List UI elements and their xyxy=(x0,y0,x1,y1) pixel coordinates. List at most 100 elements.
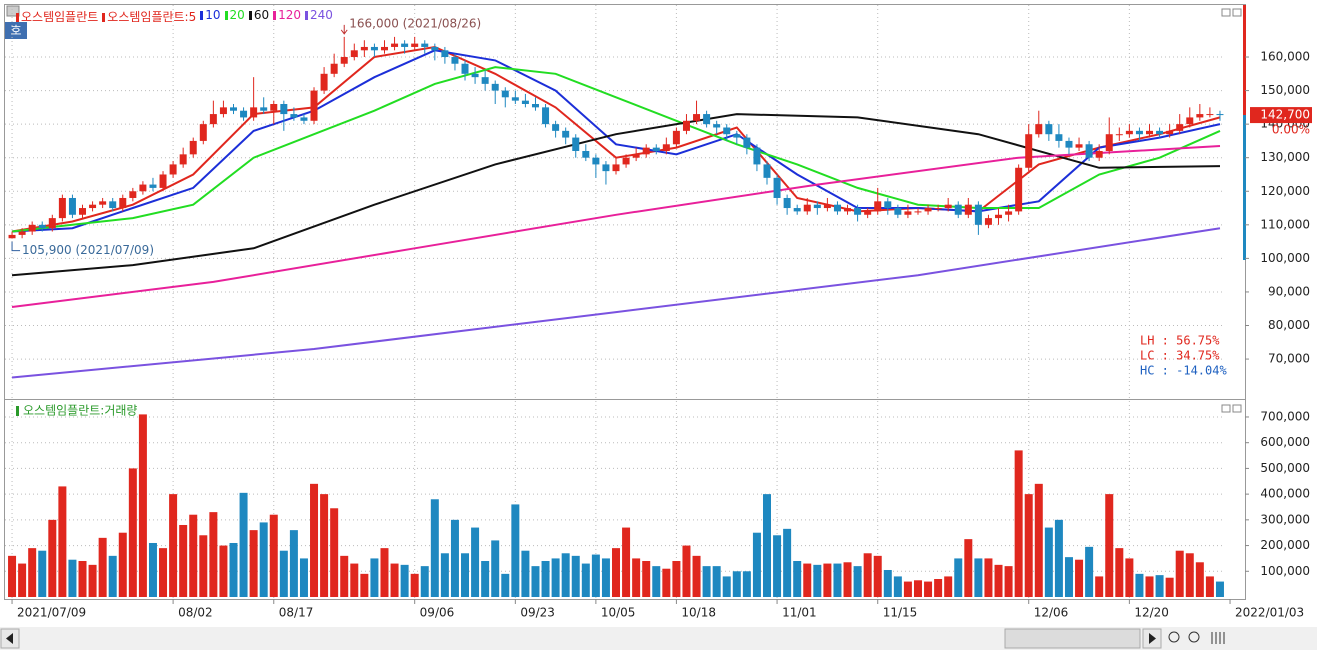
candle-body xyxy=(904,211,912,215)
candle-body xyxy=(995,214,1003,219)
volume-bar xyxy=(350,563,359,597)
stat-line: HC : -14.04% xyxy=(1140,364,1227,378)
candle-body xyxy=(1156,130,1164,135)
volume-bar xyxy=(893,576,902,597)
volume-bar xyxy=(68,559,77,597)
volume-bar xyxy=(853,566,862,597)
candle-body xyxy=(260,107,268,111)
candle-body xyxy=(713,124,721,128)
zoom-in[interactable] xyxy=(1188,631,1200,643)
volume-bar xyxy=(1205,576,1214,597)
volume-bar xyxy=(189,514,198,597)
candle-body xyxy=(803,204,811,212)
candle-body xyxy=(1035,124,1043,135)
volume-bar xyxy=(1115,548,1124,597)
zoom-out[interactable] xyxy=(1168,631,1180,643)
pane-max[interactable] xyxy=(1221,8,1231,17)
volume-bar xyxy=(531,566,540,597)
legend-item[interactable]: 10 xyxy=(200,8,221,25)
high-label: 166,000 (2021/08/26) xyxy=(349,16,481,30)
volume-bar xyxy=(833,563,842,597)
volume-bar xyxy=(340,555,349,597)
candle-body xyxy=(109,201,117,209)
volume-bar xyxy=(994,564,1003,597)
volume-bar xyxy=(159,548,168,597)
pane-max[interactable] xyxy=(1221,404,1231,413)
candle-body xyxy=(642,147,650,155)
candle-body xyxy=(652,147,660,151)
candle-body xyxy=(552,124,560,131)
candle-body xyxy=(58,197,66,219)
volume-bar xyxy=(672,560,681,597)
x-tick-label: 09/23 xyxy=(520,606,555,620)
volume-bar xyxy=(148,542,157,597)
candle-body xyxy=(169,164,177,175)
volume-bar xyxy=(269,514,278,597)
volume-bar xyxy=(1155,575,1164,597)
volume-bar xyxy=(471,527,480,597)
volume-legend-swatch xyxy=(16,406,19,416)
volume-bar xyxy=(1004,566,1013,597)
last-price: 142,700 xyxy=(1260,108,1310,122)
volume-bar xyxy=(320,494,329,597)
candle-body xyxy=(451,57,459,64)
candle-body xyxy=(521,100,529,105)
volume-bar xyxy=(1105,494,1114,597)
volume-bar xyxy=(581,563,590,597)
volume-bar xyxy=(299,558,308,597)
volume-bar xyxy=(279,550,288,597)
candle-body xyxy=(1075,144,1083,148)
pane-close[interactable] xyxy=(1232,8,1242,17)
legend-item[interactable]: 오스템임플란트:5 xyxy=(102,8,196,25)
candle-body xyxy=(1065,140,1073,148)
candle-body xyxy=(743,137,751,148)
x-tick-label: 08/17 xyxy=(279,606,314,620)
pane-close[interactable] xyxy=(1232,404,1242,413)
legend-item[interactable]: 120 xyxy=(273,8,301,25)
candle-body xyxy=(310,90,318,121)
candle-body xyxy=(612,164,620,172)
candle-body xyxy=(139,184,147,192)
candle-body xyxy=(974,204,982,225)
settings-icon[interactable] xyxy=(1211,632,1225,644)
legend-item[interactable]: 오스템임플란트 xyxy=(16,8,98,25)
volume-bar xyxy=(450,519,459,597)
volume-bar xyxy=(913,580,922,597)
candle-body xyxy=(219,107,227,115)
volume-bar xyxy=(430,499,439,597)
volume-bar xyxy=(179,524,188,597)
y-tick-label: 150,000 xyxy=(1260,83,1310,97)
candle-body xyxy=(340,57,348,64)
volume-bar xyxy=(571,555,580,597)
volume-bar xyxy=(521,550,530,597)
volume-bar xyxy=(642,560,651,597)
volume-bar xyxy=(219,545,228,597)
scroll-thumb[interactable] xyxy=(1004,628,1141,649)
candle-body xyxy=(8,234,16,239)
candle-body xyxy=(582,150,590,158)
volume-bar xyxy=(330,508,339,597)
candle-body xyxy=(733,134,741,138)
legend-item[interactable]: 240 xyxy=(305,8,333,25)
volume-bar xyxy=(692,555,701,597)
candle-body xyxy=(360,46,368,51)
legend-item[interactable]: 20 xyxy=(224,8,245,25)
legend-swatch xyxy=(16,13,19,22)
volume-bar xyxy=(551,558,560,597)
legend-label: 오스템임플란트:5 xyxy=(107,10,197,24)
volume-bar xyxy=(169,494,178,597)
legend-label: 10 xyxy=(205,8,221,22)
candle-body xyxy=(964,204,972,215)
volume-bar xyxy=(1034,483,1043,597)
legend-item[interactable]: 60 xyxy=(248,8,269,25)
volume-bar xyxy=(380,548,389,597)
pane-icon[interactable] xyxy=(6,5,20,17)
volume-bar xyxy=(370,558,379,597)
volume-bar xyxy=(239,492,248,597)
candle-body xyxy=(1085,144,1093,158)
candle-body xyxy=(511,97,519,101)
candle-body xyxy=(884,201,892,209)
volume-bar xyxy=(863,553,872,597)
volume-bar xyxy=(289,530,298,597)
volume-bar xyxy=(622,527,631,597)
